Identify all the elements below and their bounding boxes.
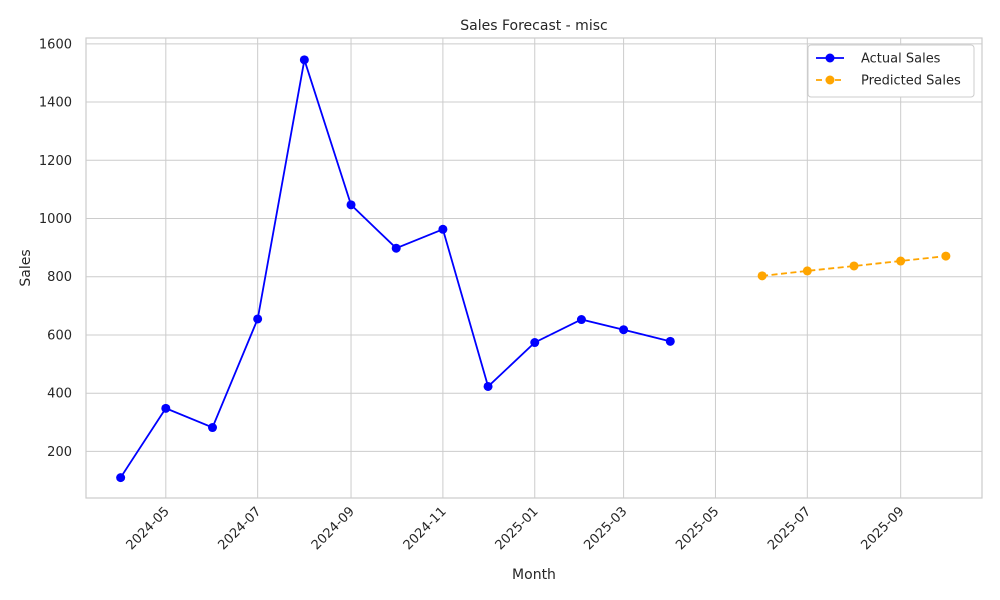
predicted-sales-point bbox=[849, 261, 859, 271]
actual-sales-point bbox=[619, 325, 629, 335]
actual-sales-legend-marker bbox=[825, 53, 835, 63]
y-tick-label: 200 bbox=[47, 445, 72, 460]
actual-sales-point bbox=[346, 200, 356, 210]
actual-sales-point bbox=[483, 381, 493, 391]
actual-sales-point bbox=[161, 403, 171, 413]
plot-frame bbox=[85, 37, 983, 499]
actual-sales-point bbox=[438, 224, 448, 234]
x-tick-label: 2025-09 bbox=[858, 504, 907, 553]
legend-box bbox=[807, 44, 975, 98]
actual-sales-point bbox=[253, 314, 263, 324]
predicted-sales-point bbox=[941, 251, 951, 261]
y-tick-label: 1200 bbox=[39, 154, 72, 169]
tick-layer: 200 400 600 800 1000 1200 1400 1600 2024-05 2024-… bbox=[39, 37, 908, 553]
actual-sales-point bbox=[576, 315, 586, 325]
actual-sales-point bbox=[665, 336, 675, 346]
predicted-sales-legend-label: Predicted Sales bbox=[861, 74, 961, 89]
series-layer bbox=[116, 55, 951, 483]
actual-sales-point bbox=[299, 55, 309, 65]
actual-sales-point bbox=[116, 473, 126, 483]
actual-sales-point bbox=[391, 243, 401, 253]
actual-sales-line bbox=[119, 59, 671, 479]
predicted-sales-point bbox=[757, 271, 767, 281]
x-tick-label: 2024-07 bbox=[215, 504, 264, 553]
x-tick-label: 2025-01 bbox=[493, 504, 542, 553]
chart-title: Sales Forecast - misc bbox=[460, 18, 607, 34]
x-tick-label: 2024-09 bbox=[309, 504, 358, 553]
x-axis-label: Month bbox=[512, 567, 556, 583]
y-tick-label: 600 bbox=[47, 328, 72, 343]
y-tick-label: 1000 bbox=[39, 212, 72, 227]
legend: Actual Sales Predicted Sales bbox=[807, 44, 975, 98]
y-axis-label: Sales bbox=[18, 249, 34, 286]
y-tick-label: 1600 bbox=[39, 37, 72, 52]
x-tick-label: 2025-03 bbox=[581, 504, 630, 553]
actual-sales-point bbox=[530, 338, 540, 348]
actual-sales-legend-label: Actual Sales bbox=[861, 52, 941, 67]
actual-sales-point bbox=[207, 423, 217, 433]
y-tick-label: 1400 bbox=[39, 96, 72, 111]
x-tick-label: 2025-05 bbox=[673, 504, 722, 553]
predicted-sales-line bbox=[762, 255, 946, 277]
y-tick-label: 400 bbox=[47, 387, 72, 402]
y-tick-label: 800 bbox=[47, 270, 72, 285]
predicted-sales-point bbox=[896, 256, 906, 266]
x-tick-label: 2024-11 bbox=[401, 504, 450, 553]
x-tick-label: 2025-07 bbox=[765, 504, 814, 553]
predicted-sales-legend-marker bbox=[825, 75, 835, 85]
grid-layer bbox=[86, 38, 982, 498]
x-tick-label: 2024-05 bbox=[124, 504, 173, 553]
predicted-sales-point bbox=[802, 266, 812, 276]
